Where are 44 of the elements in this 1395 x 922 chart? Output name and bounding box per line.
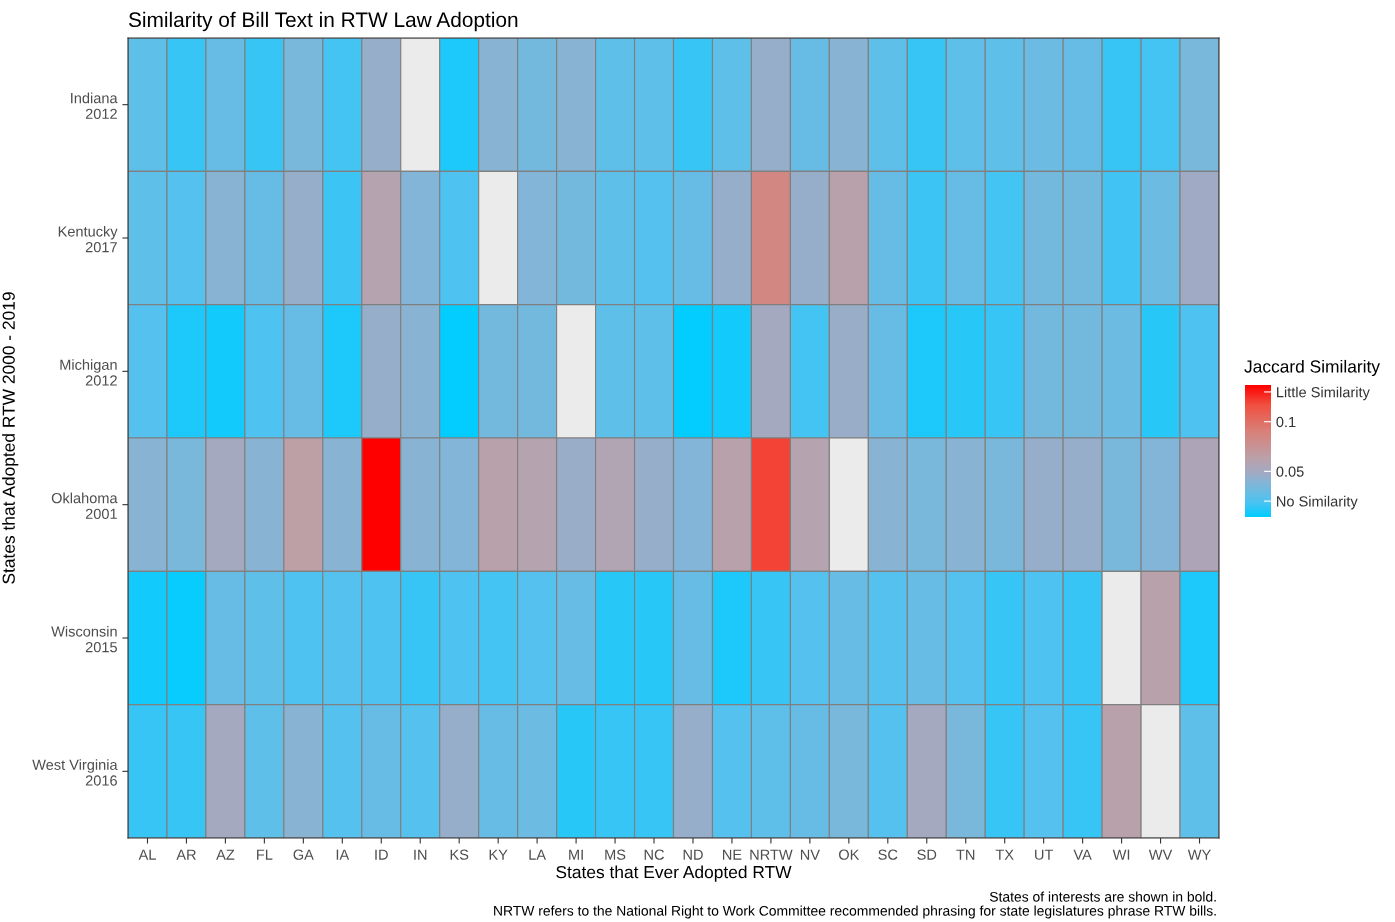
x-tick-label: SC: [878, 849, 898, 860]
x-tick-label: TN: [956, 849, 975, 860]
y-tick-label: Kentucky 2017: [58, 225, 118, 253]
x-tick-label: WV: [1148, 849, 1173, 860]
y-axis-title: States that Adopted RTW 2000 - 2019: [2, 292, 19, 584]
x-tick-label: NRTW: [750, 849, 793, 860]
x-axis-title: States that Ever Adopted RTW: [556, 865, 792, 882]
color-bar-title: Jaccard Similarity: [1244, 359, 1380, 377]
x-tick-label: LA: [529, 849, 547, 860]
color-bar-label: 0.05: [1276, 466, 1304, 477]
x-tick-label: WY: [1187, 849, 1211, 860]
x-tick-label: MS: [605, 849, 626, 860]
x-tick-label: KS: [450, 849, 469, 860]
x-tick-label: GA: [293, 849, 314, 860]
text: States of interests are shown in bold.: [989, 891, 1216, 902]
x-tick-label: MI: [569, 849, 583, 860]
chart-title: Similarity of Bill Text in RTW Law Adoption: [128, 11, 518, 32]
x-tick-label: AR: [176, 849, 196, 860]
y-tick-label: Indiana 2012: [71, 92, 118, 120]
x-tick-label: AZ: [216, 849, 235, 860]
x-tick-label: VA: [1073, 849, 1092, 860]
color-bar-label: Little Similarity: [1277, 386, 1370, 401]
y-tick-label: West Virginia 2016: [32, 759, 118, 786]
y-tick-label: Wisconsin 2015: [51, 625, 117, 653]
y-tick-label: Oklahoma 2001: [51, 492, 118, 520]
x-tick-label: KY: [489, 849, 508, 860]
x-tick-label: ND: [683, 849, 703, 860]
x-tick-label: IN: [414, 849, 427, 860]
color-bar-label: No Similarity: [1277, 495, 1358, 510]
x-tick-label: NC: [644, 849, 664, 860]
x-tick-label: NV: [800, 849, 820, 860]
x-tick-label: AL: [138, 849, 156, 860]
y-tick-label: Michigan 2012: [60, 359, 117, 386]
x-tick-label: NE: [723, 849, 742, 860]
x-tick-label: ID: [375, 849, 388, 860]
x-tick-label: TX: [995, 849, 1014, 860]
x-tick-label: IA: [336, 849, 350, 860]
x-tick-label: UT: [1035, 849, 1054, 860]
text: NRTW refers to the National Right to Work Committee recommended phrasing for state legislatures phrase RTW bills.: [494, 905, 1216, 919]
x-tick-label: OK: [838, 849, 860, 860]
color-bar-label: 0.1: [1276, 416, 1296, 428]
x-tick-label: WI: [1112, 849, 1130, 860]
x-tick-label: SD: [917, 849, 937, 860]
x-tick-label: FL: [257, 849, 273, 860]
